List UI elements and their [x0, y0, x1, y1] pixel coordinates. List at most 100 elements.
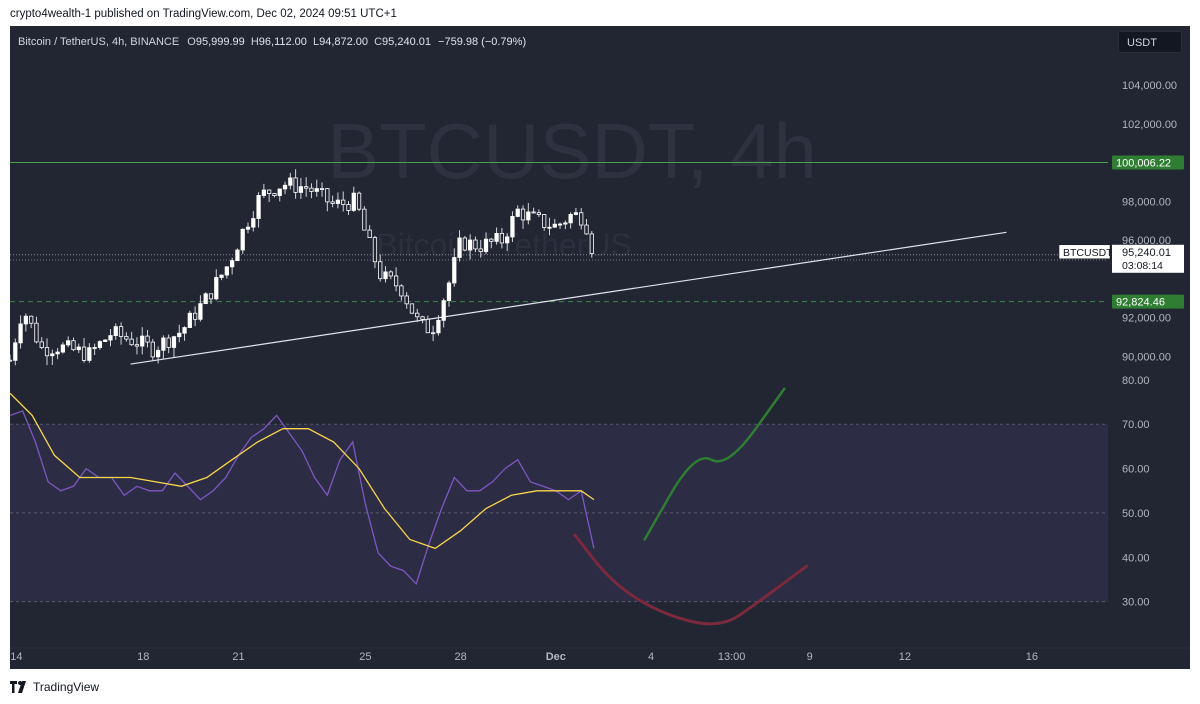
candle: [304, 186, 309, 189]
candle: [473, 239, 478, 250]
time-axis-tick: 25: [359, 651, 371, 663]
candle: [87, 347, 92, 361]
candle: [446, 282, 452, 302]
candle: [224, 266, 229, 276]
time-axis-tick: 28: [454, 651, 466, 663]
candle: [415, 312, 420, 318]
low-value: 94,872.00: [319, 36, 369, 48]
last-price-badge: [1112, 244, 1184, 273]
candle: [378, 261, 383, 280]
candle: [362, 208, 367, 231]
countdown-label: 03:08:14: [1122, 260, 1163, 272]
candle: [177, 332, 182, 338]
chart-canvas[interactable]: BTCUSDT, 4h Bitcoin / TetherUS 104,000.00 1…: [10, 26, 1190, 669]
candle: [10, 359, 13, 362]
candle: [356, 192, 362, 210]
candle: [478, 248, 483, 252]
candle: [288, 177, 293, 186]
high-label: H: [250, 36, 259, 48]
chart-frame[interactable]: BTCUSDT, 4h Bitcoin / TetherUS 104,000.00 1…: [10, 26, 1190, 669]
level-badge-label: 92,824.46: [1116, 297, 1165, 309]
time-axis-tick: Dec: [546, 651, 566, 663]
time-axis-tick: 13:00: [718, 651, 746, 663]
rsi-ma-line: [10, 392, 595, 550]
symbol-name[interactable]: Bitcoin / TetherUS, 4h, BINANCE: [18, 36, 180, 48]
open-label: O: [187, 36, 196, 48]
currency-button[interactable]: USDT: [1118, 31, 1182, 53]
level-badge: [1112, 294, 1184, 309]
candle: [335, 199, 341, 204]
rsi-axis-tick: 40.00: [1122, 552, 1150, 564]
candle: [66, 340, 71, 346]
candle: [399, 285, 404, 297]
candle: [203, 293, 208, 305]
watermark-title: BTCUSDT, 4h: [327, 107, 817, 195]
candle: [436, 319, 441, 334]
candle: [409, 303, 415, 314]
candle: [161, 337, 166, 351]
last-price-label: 95,240.01: [1122, 247, 1171, 259]
candle: [489, 238, 494, 242]
candle: [547, 226, 552, 229]
candle: [140, 335, 145, 347]
candle: [584, 224, 589, 235]
candle: [542, 214, 547, 228]
candle: [468, 239, 473, 251]
candle: [92, 347, 97, 349]
candle: [579, 212, 584, 226]
time-axis-tick: 12: [899, 651, 911, 663]
price-axis-tick: 98,000.00: [1122, 196, 1171, 208]
projection-down-curve: [573, 533, 809, 626]
candle: [557, 223, 563, 226]
footer-brand[interactable]: TradingView: [33, 680, 100, 694]
candle: [34, 322, 39, 343]
candle: [552, 223, 557, 228]
candle: [198, 303, 203, 320]
close-label: C: [374, 36, 383, 48]
symbol-info-line: Bitcoin / TetherUS, 4h, BINANCE O95,999.…: [18, 36, 526, 48]
candle: [383, 271, 388, 280]
candle: [462, 237, 467, 251]
candle: [240, 228, 245, 251]
candle: [155, 349, 161, 358]
candle: [388, 271, 393, 277]
candle: [589, 233, 594, 254]
candle: [452, 257, 457, 284]
candle: [499, 232, 504, 244]
time-axis-tick: 14: [10, 651, 22, 663]
candle: [563, 222, 568, 225]
candle: [50, 353, 55, 357]
candle: [330, 201, 335, 204]
candle: [457, 237, 462, 258]
candle: [420, 316, 425, 320]
time-axis-tick: 16: [1026, 651, 1038, 663]
candle: [272, 193, 277, 196]
price-axis-tick: 92,000.00: [1122, 313, 1171, 325]
high-value: 96,112.00: [258, 36, 307, 48]
candle: [505, 236, 510, 244]
candle: [81, 346, 87, 361]
candle: [245, 226, 251, 230]
price-axis-tick: 104,000.00: [1122, 80, 1177, 92]
level-badge-label: 100,006.22: [1116, 157, 1171, 169]
tradingview-logo-icon[interactable]: [10, 681, 28, 693]
candle: [60, 344, 66, 353]
candle: [526, 211, 531, 221]
candle: [219, 274, 224, 278]
symbol-badge-label: BTCUSDT: [1063, 247, 1113, 259]
candle: [261, 189, 266, 196]
candle: [76, 346, 81, 351]
candle: [531, 211, 536, 214]
candle: [277, 188, 282, 196]
candle: [113, 326, 118, 337]
candle: [39, 341, 44, 348]
candle: [182, 327, 187, 334]
candle: [187, 312, 192, 328]
candle: [441, 300, 446, 321]
candle: [536, 212, 542, 215]
candle: [319, 188, 325, 190]
time-axis-tick: 21: [232, 651, 244, 663]
candle: [341, 199, 346, 205]
rsi-axis-tick: 70.00: [1122, 419, 1150, 431]
candle: [150, 341, 155, 358]
